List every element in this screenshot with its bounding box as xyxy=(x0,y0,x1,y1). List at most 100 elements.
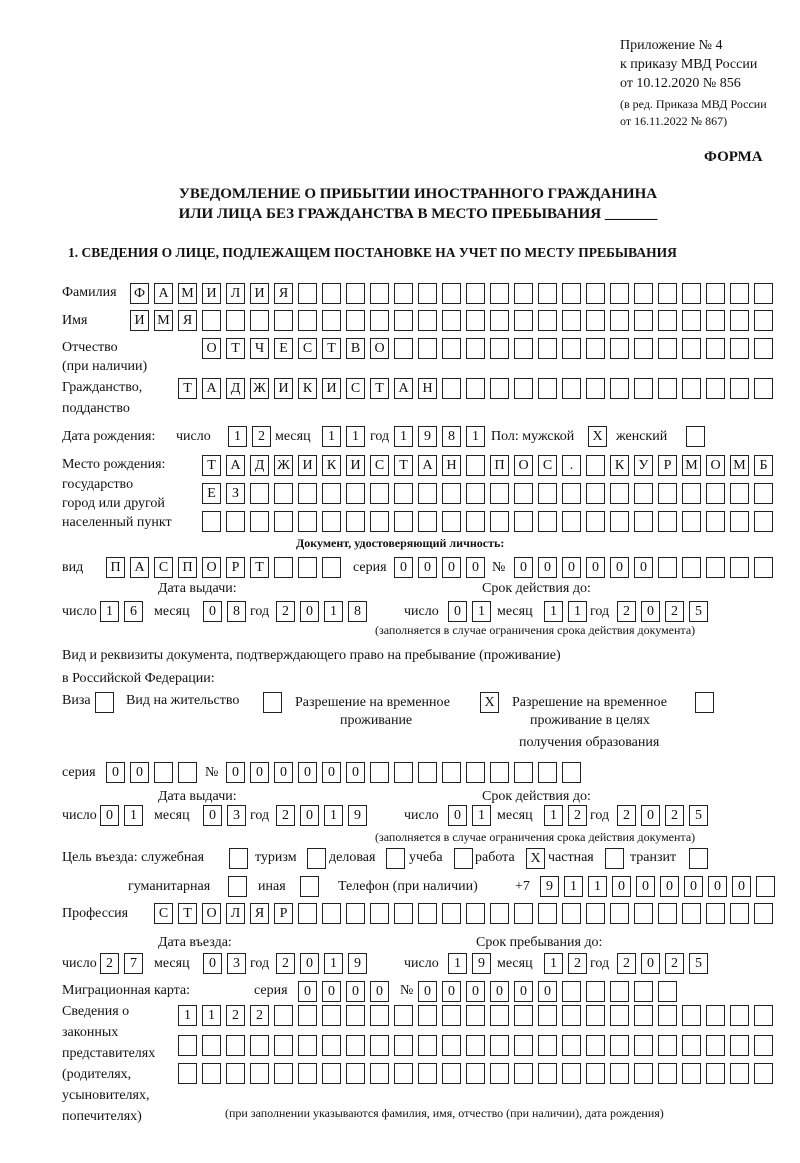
char-box[interactable]: Ж xyxy=(250,378,269,399)
char-box[interactable]: 8 xyxy=(348,601,367,622)
char-box[interactable] xyxy=(418,511,437,532)
char-box[interactable]: 0 xyxy=(130,762,149,783)
char-box[interactable]: 1 xyxy=(324,953,343,974)
char-box[interactable]: 0 xyxy=(562,557,581,578)
char-box[interactable] xyxy=(514,338,533,359)
char-box[interactable]: 0 xyxy=(442,557,461,578)
char-box[interactable] xyxy=(706,1063,725,1084)
char-box[interactable] xyxy=(754,483,773,504)
char-box[interactable] xyxy=(538,1035,557,1056)
char-box[interactable] xyxy=(226,1063,245,1084)
char-box[interactable]: 0 xyxy=(300,805,319,826)
char-box[interactable]: 0 xyxy=(100,805,119,826)
char-box[interactable] xyxy=(322,1063,341,1084)
char-box[interactable]: С xyxy=(154,557,173,578)
char-box[interactable] xyxy=(346,511,365,532)
char-box[interactable]: М xyxy=(682,455,701,476)
char-box[interactable] xyxy=(370,1005,389,1026)
char-box[interactable] xyxy=(562,483,581,504)
char-box[interactable]: Р xyxy=(226,557,245,578)
char-box[interactable]: 0 xyxy=(641,953,660,974)
char-box[interactable] xyxy=(370,483,389,504)
char-box[interactable]: 0 xyxy=(586,557,605,578)
checkbox[interactable]: X xyxy=(526,848,545,869)
char-box[interactable]: 1 xyxy=(472,601,491,622)
char-box[interactable] xyxy=(442,511,461,532)
char-box[interactable]: 5 xyxy=(689,805,708,826)
char-box[interactable]: 9 xyxy=(418,426,437,447)
char-box[interactable] xyxy=(442,1035,461,1056)
char-box[interactable]: 2 xyxy=(226,1005,245,1026)
char-box[interactable]: 2 xyxy=(252,426,271,447)
char-box[interactable]: П xyxy=(490,455,509,476)
char-box[interactable] xyxy=(514,762,533,783)
char-box[interactable]: 0 xyxy=(466,557,485,578)
char-box[interactable]: 3 xyxy=(227,805,246,826)
char-box[interactable] xyxy=(418,1005,437,1026)
char-box[interactable]: 0 xyxy=(538,981,557,1002)
char-box[interactable]: О xyxy=(202,903,221,924)
char-box[interactable] xyxy=(706,1035,725,1056)
char-box[interactable] xyxy=(250,1035,269,1056)
char-box[interactable] xyxy=(730,1005,749,1026)
char-box[interactable] xyxy=(322,557,341,578)
char-box[interactable]: И xyxy=(346,455,365,476)
char-box[interactable]: 0 xyxy=(203,953,222,974)
char-box[interactable]: 2 xyxy=(276,601,295,622)
char-box[interactable]: 1 xyxy=(544,805,563,826)
char-box[interactable] xyxy=(658,378,677,399)
char-box[interactable]: 1 xyxy=(472,805,491,826)
char-box[interactable]: 0 xyxy=(684,876,703,897)
char-box[interactable]: 2 xyxy=(276,953,295,974)
char-box[interactable]: 2 xyxy=(568,805,587,826)
char-box[interactable] xyxy=(610,981,629,1002)
char-box[interactable] xyxy=(394,1035,413,1056)
char-box[interactable] xyxy=(586,1035,605,1056)
char-box[interactable] xyxy=(682,903,701,924)
char-box[interactable] xyxy=(610,378,629,399)
char-box[interactable] xyxy=(490,1063,509,1084)
char-box[interactable]: К xyxy=(298,378,317,399)
char-box[interactable]: 1 xyxy=(448,953,467,974)
char-box[interactable] xyxy=(562,511,581,532)
char-box[interactable]: 0 xyxy=(203,601,222,622)
char-box[interactable] xyxy=(634,511,653,532)
char-box[interactable]: 0 xyxy=(612,876,631,897)
char-box[interactable] xyxy=(658,338,677,359)
char-box[interactable]: 0 xyxy=(641,805,660,826)
char-box[interactable] xyxy=(298,511,317,532)
char-box[interactable] xyxy=(442,1005,461,1026)
char-box[interactable] xyxy=(202,1063,221,1084)
char-box[interactable] xyxy=(346,903,365,924)
char-box[interactable] xyxy=(490,283,509,304)
char-box[interactable]: У xyxy=(634,455,653,476)
char-box[interactable] xyxy=(418,903,437,924)
char-box[interactable] xyxy=(754,511,773,532)
char-box[interactable]: 8 xyxy=(442,426,461,447)
char-box[interactable] xyxy=(442,762,461,783)
char-box[interactable] xyxy=(466,511,485,532)
char-box[interactable] xyxy=(586,981,605,1002)
char-box[interactable]: О xyxy=(202,338,221,359)
checkbox[interactable]: X xyxy=(480,692,499,713)
char-box[interactable]: Д xyxy=(226,378,245,399)
char-box[interactable] xyxy=(466,1035,485,1056)
char-box[interactable] xyxy=(682,1035,701,1056)
char-box[interactable] xyxy=(346,1063,365,1084)
char-box[interactable] xyxy=(658,511,677,532)
char-box[interactable]: 0 xyxy=(322,981,341,1002)
char-box[interactable] xyxy=(418,310,437,331)
char-box[interactable] xyxy=(346,483,365,504)
char-box[interactable] xyxy=(370,310,389,331)
char-box[interactable]: Я xyxy=(250,903,269,924)
char-box[interactable] xyxy=(538,338,557,359)
char-box[interactable]: 7 xyxy=(124,953,143,974)
char-box[interactable]: С xyxy=(298,338,317,359)
char-box[interactable] xyxy=(754,283,773,304)
char-box[interactable] xyxy=(562,310,581,331)
char-box[interactable] xyxy=(562,378,581,399)
char-box[interactable] xyxy=(538,483,557,504)
char-box[interactable] xyxy=(586,1063,605,1084)
char-box[interactable]: К xyxy=(610,455,629,476)
char-box[interactable]: Н xyxy=(442,455,461,476)
